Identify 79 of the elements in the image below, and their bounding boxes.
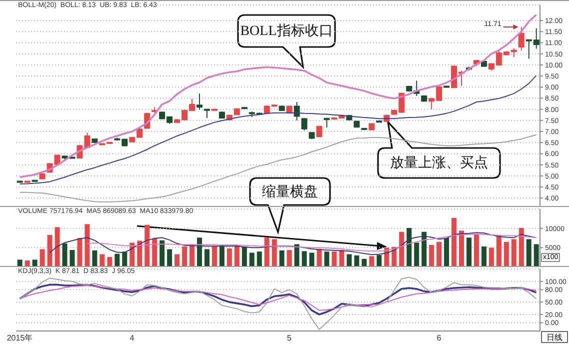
annotation: 放量上涨、买点 xyxy=(389,154,489,173)
line-series xyxy=(86,234,537,252)
bar xyxy=(137,240,142,267)
bar xyxy=(70,250,75,267)
bar xyxy=(452,218,457,267)
bar xyxy=(444,238,450,267)
bar xyxy=(279,250,284,267)
bar xyxy=(226,248,232,267)
bar xyxy=(286,250,292,267)
bar xyxy=(54,227,60,267)
line-series xyxy=(18,284,538,316)
bar xyxy=(466,238,472,267)
bar xyxy=(272,239,277,267)
bar xyxy=(429,244,434,267)
line-series xyxy=(19,75,537,184)
bar xyxy=(436,242,442,267)
bar xyxy=(399,232,404,267)
candlestick xyxy=(294,102,300,121)
bar xyxy=(414,242,420,267)
x-tick-label: 6 xyxy=(436,334,442,343)
bar xyxy=(309,252,314,267)
bar xyxy=(534,244,539,267)
bar xyxy=(77,238,82,267)
bar xyxy=(488,248,494,267)
candlestick xyxy=(301,118,308,131)
bar xyxy=(182,246,188,267)
line-series xyxy=(19,285,537,311)
bar xyxy=(160,240,165,267)
x-tick-label: 5 xyxy=(287,334,292,343)
bar xyxy=(197,238,202,267)
line-series xyxy=(19,276,537,330)
bar xyxy=(511,239,516,267)
x-tick-label: 2015年 xyxy=(6,334,33,343)
candlestick xyxy=(518,26,524,52)
bar xyxy=(84,224,90,267)
bar xyxy=(256,252,262,267)
x-tick-label: 4 xyxy=(130,334,135,343)
bar xyxy=(100,254,105,267)
bar xyxy=(332,252,337,267)
line-series xyxy=(18,14,538,178)
bar xyxy=(376,255,382,267)
bar xyxy=(47,234,52,267)
bar xyxy=(294,244,300,267)
bar xyxy=(422,232,427,267)
bar xyxy=(212,246,217,267)
bar xyxy=(526,239,532,267)
bar xyxy=(346,254,352,267)
bar xyxy=(406,228,412,267)
bar xyxy=(167,249,172,267)
bar xyxy=(496,236,502,267)
bar xyxy=(474,234,479,267)
bar xyxy=(152,238,158,267)
line-series xyxy=(49,232,537,256)
annotation: 缩量横盘 xyxy=(261,183,319,202)
text: 日线 xyxy=(541,331,568,343)
bar xyxy=(219,245,224,267)
line-series xyxy=(19,134,537,202)
bar xyxy=(204,249,210,267)
annotation: BOLL指标收口 xyxy=(239,22,334,41)
bar xyxy=(369,256,374,267)
bar xyxy=(40,249,45,267)
bar xyxy=(92,250,98,267)
bar xyxy=(249,252,254,267)
bar xyxy=(481,246,486,267)
bar xyxy=(518,228,524,267)
bar xyxy=(264,238,270,267)
bar xyxy=(242,246,247,267)
bar xyxy=(459,230,464,267)
bar xyxy=(302,251,307,267)
bar xyxy=(234,245,240,267)
bar xyxy=(174,254,180,267)
bar xyxy=(144,224,150,267)
bar xyxy=(107,256,112,267)
bar xyxy=(354,255,360,267)
bar xyxy=(324,252,330,267)
bar xyxy=(62,243,68,267)
bar xyxy=(114,254,120,267)
candlestick xyxy=(196,93,203,110)
bar xyxy=(504,242,509,267)
